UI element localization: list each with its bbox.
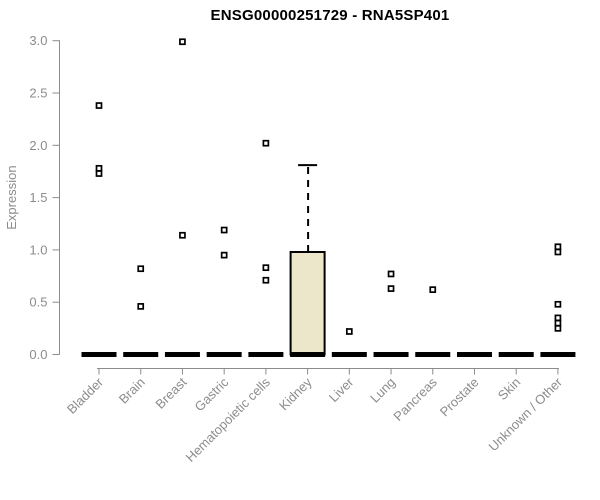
outlier-point <box>554 319 562 327</box>
outlier-point <box>429 286 437 293</box>
median-line-hematopoietic-cells <box>248 352 284 357</box>
outlier-point <box>262 276 270 284</box>
x-tick-label: Kidney <box>276 374 315 413</box>
outlier-point <box>262 264 270 272</box>
outlier-point <box>554 314 562 322</box>
outlier-point <box>387 270 395 278</box>
x-tick-label: Prostate <box>437 375 482 420</box>
outlier-point <box>179 231 186 239</box>
outlier-point <box>220 251 228 259</box>
median-line-breast <box>164 352 200 357</box>
median-line-pancreas <box>415 352 451 357</box>
median-line-kidney <box>290 352 326 357</box>
median-line-gastric <box>206 352 242 357</box>
chart-title: ENSG00000251729 - RNA5SP401 <box>210 7 450 24</box>
outlier-point <box>554 325 562 332</box>
outlier-point <box>554 243 562 251</box>
outlier-point <box>387 285 395 292</box>
outlier-point <box>95 164 103 172</box>
y-tick-label: 3.0 <box>29 33 47 48</box>
y-axis-title: Expression <box>4 165 19 229</box>
x-tick-label: Gastric <box>192 374 232 414</box>
outlier-point <box>95 102 103 109</box>
x-tick-label: Pancreas <box>390 374 440 424</box>
x-tick-label: Unknown / Other <box>485 374 565 454</box>
outlier-point <box>554 248 562 256</box>
outlier-point <box>220 226 228 234</box>
y-tick-label: 1.5 <box>29 190 47 205</box>
y-tick-label: 0.5 <box>29 295 47 310</box>
median-line-unknown-other <box>540 352 576 357</box>
outlier-point <box>262 139 270 147</box>
outlier-point <box>554 300 562 308</box>
median-line-skin <box>498 352 534 357</box>
median-line-bladder <box>81 352 117 357</box>
outlier-point <box>179 38 186 46</box>
y-tick-label: 2.5 <box>29 86 47 101</box>
outlier-point <box>137 303 145 310</box>
outlier-point <box>345 328 353 335</box>
box-kidney <box>289 250 326 356</box>
x-tick-label: Skin <box>495 375 523 403</box>
median-line-prostate <box>456 352 492 357</box>
x-tick-label: Breast <box>152 374 189 411</box>
x-tick-label: Liver <box>326 374 357 405</box>
outlier-point <box>95 170 103 177</box>
outlier-point <box>137 265 145 273</box>
y-tick-label: 0.0 <box>29 347 47 362</box>
x-tick-label: Lung <box>367 375 398 406</box>
x-tick-label: Brain <box>116 375 148 407</box>
median-line-brain <box>123 352 159 357</box>
y-tick-label: 2.0 <box>29 138 47 153</box>
y-tick-label: 1.0 <box>29 242 47 257</box>
median-line-liver <box>331 352 367 357</box>
x-tick-label: Bladder <box>64 374 107 417</box>
median-line-lung <box>373 352 409 357</box>
